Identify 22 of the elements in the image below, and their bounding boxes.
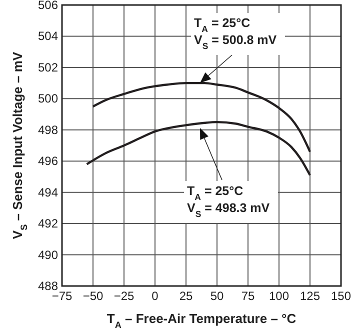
line-series [86, 120, 312, 176]
y-tick-label: 504 [38, 29, 58, 44]
y-tick-label: 502 [38, 60, 58, 74]
x-tick-label: 25 [179, 289, 193, 303]
x-tick-label: 100 [268, 289, 290, 303]
y-tick-label: 500 [38, 92, 58, 106]
y-tick-label: 492 [38, 216, 58, 231]
x-tick-label: 75 [241, 289, 255, 303]
x-tick-label: −25 [114, 289, 134, 303]
x-tick-label: 50 [210, 289, 224, 303]
annotation: T$_{A}$ = 25°C V$_{S}$ = 500.8 mV [194, 16, 278, 51]
x-tick-label: 125 [300, 289, 320, 303]
x-axis-title: T$_{A}$ – Free-Air Temperature – °C [106, 311, 297, 329]
y-tick-label: 506 [38, 0, 58, 12]
x-tick-label: 150 [330, 289, 352, 303]
y-tick-label: 490 [38, 248, 58, 262]
x-tick-label: −50 [82, 289, 104, 303]
y-tick-label: 496 [38, 154, 58, 168]
y-tick-label: 498 [38, 122, 58, 137]
annotation: T$_{A}$ = 25°C V$_{S}$ = 498.3 mV [187, 184, 270, 219]
y-tick-label: 494 [38, 185, 58, 200]
x-tick-label: 0 [152, 289, 159, 303]
